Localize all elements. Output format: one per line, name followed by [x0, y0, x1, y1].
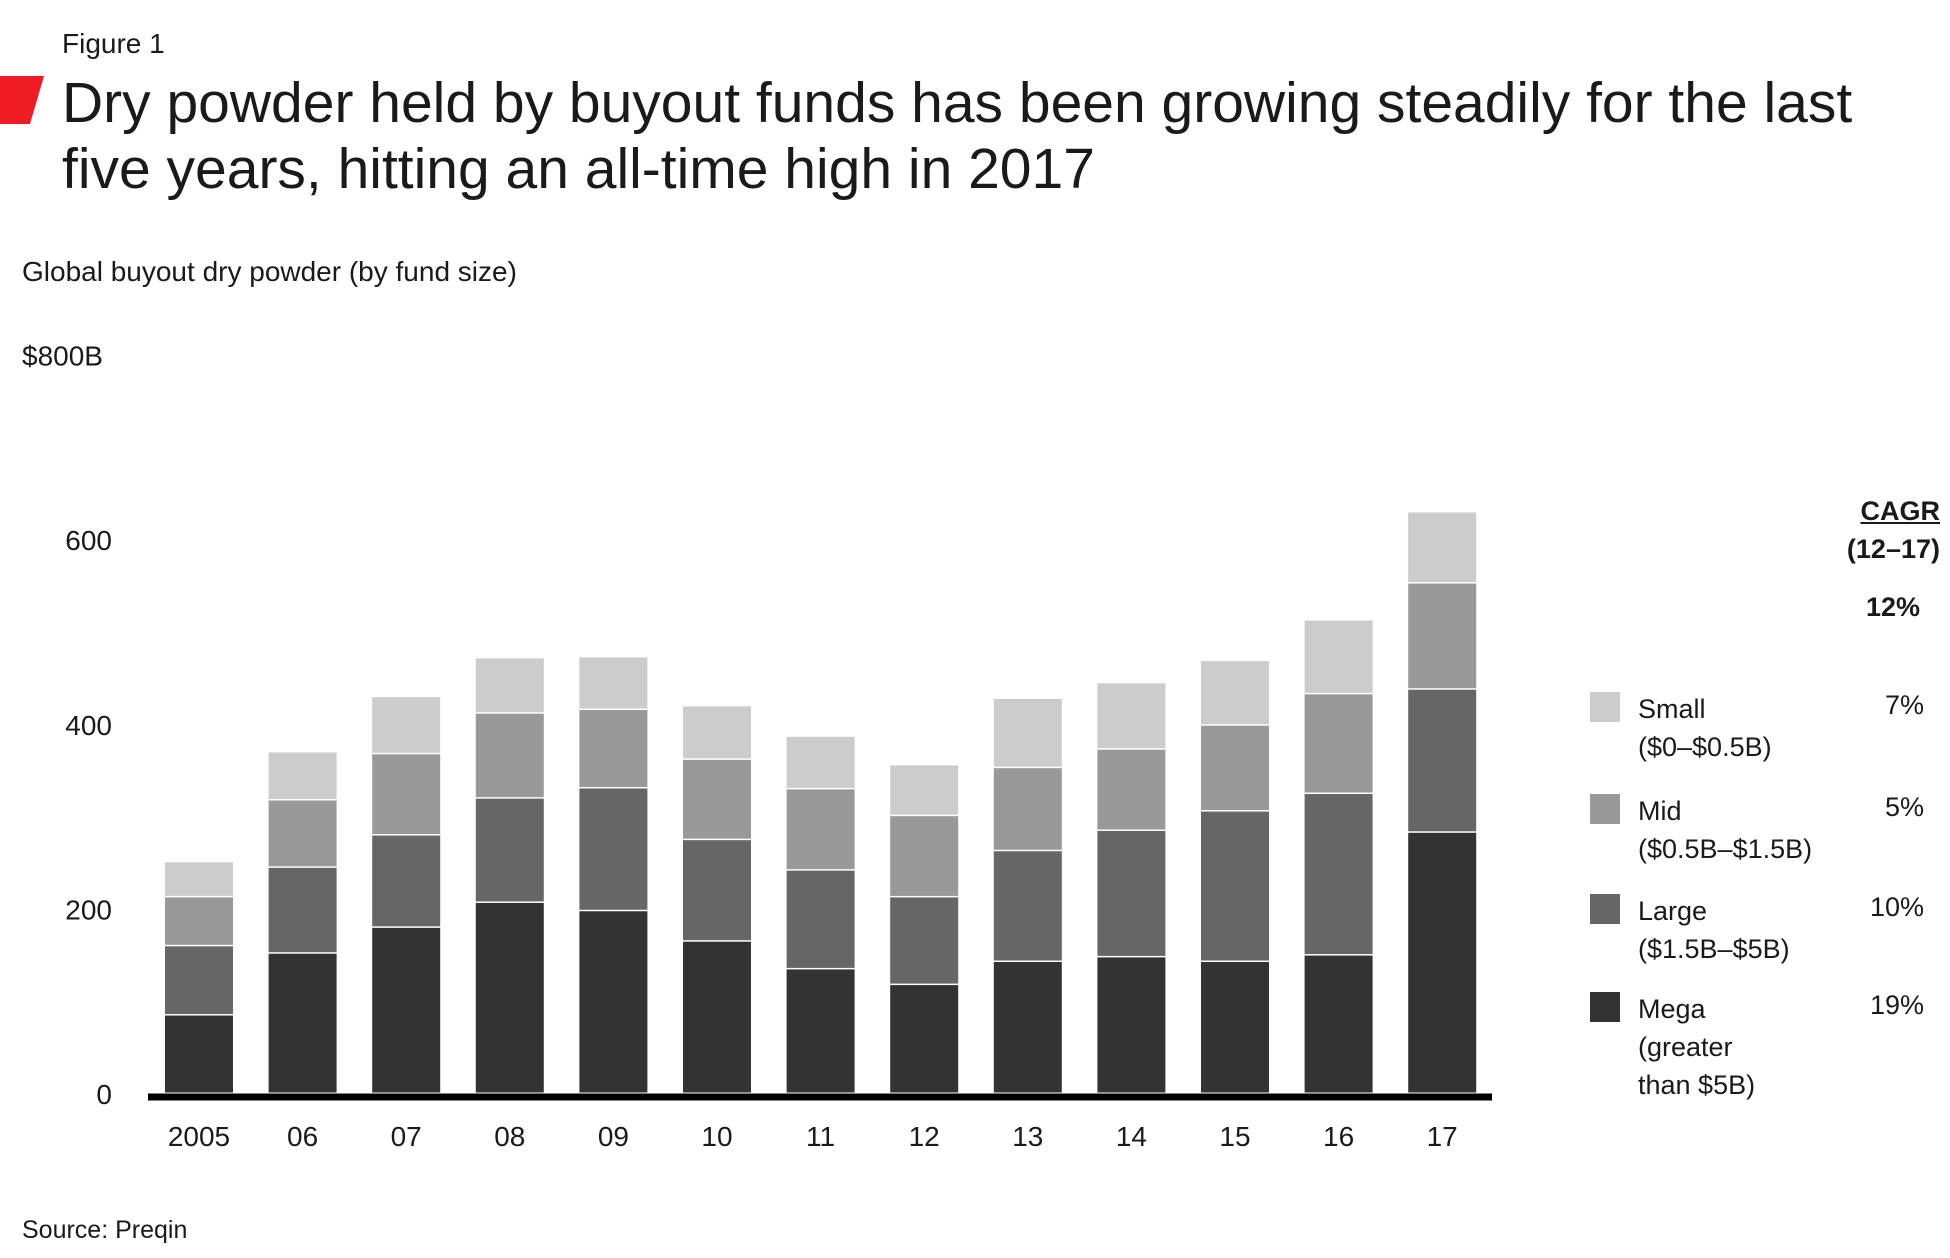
bar-mega-07: [372, 927, 441, 1093]
y-tick-label: $800B: [22, 341, 103, 372]
x-axis-ticks: 2005 06 07 08 09 10 11 12 13 14 15 16 17: [168, 1121, 1458, 1152]
cagr-period: (12–17): [1846, 534, 1940, 564]
bar-mid-07: [372, 754, 441, 835]
chart-title: Dry powder held by buyout funds has been…: [62, 71, 1853, 201]
bar-mid-15: [1201, 725, 1269, 811]
bar-mid-13: [993, 768, 1062, 850]
x-tick-label: 08: [494, 1121, 525, 1152]
y-tick-label: 0: [96, 1079, 112, 1110]
bar-small-10: [683, 706, 751, 759]
x-tick-label: 12: [909, 1121, 940, 1152]
x-tick-label: 16: [1323, 1121, 1354, 1152]
bar-mid-10: [683, 759, 751, 839]
bar-mega-06: [268, 953, 337, 1093]
bar-small-2005: [165, 862, 233, 896]
bar-small-12: [890, 765, 959, 815]
bar-group: [165, 512, 1477, 1093]
legend-cagr-mid: 5%: [1884, 792, 1924, 822]
bar-large-12: [890, 897, 959, 984]
legend-swatch-small: [1590, 692, 1620, 722]
bar-mid-16: [1304, 694, 1373, 793]
x-tick-label: 2005: [168, 1121, 230, 1152]
legend-label-mid: Mid: [1638, 796, 1682, 826]
bar-large-06: [268, 867, 337, 953]
legend-swatch-mega: [1590, 992, 1620, 1022]
bar-chart: 0 200 400 600 $800B 2005 06 07 08 09 10 11 12 13 14 15…: [22, 341, 1492, 1152]
bar-mega-11: [786, 969, 855, 1093]
x-tick-label: 15: [1219, 1121, 1250, 1152]
bar-large-15: [1201, 811, 1269, 961]
x-tick-label: 09: [598, 1121, 629, 1152]
bar-mega-08: [475, 902, 544, 1093]
bar-mid-14: [1097, 749, 1166, 830]
bar-large-2005: [165, 946, 233, 1015]
y-tick-label: 400: [65, 710, 112, 741]
legend-label-mega: Mega: [1638, 994, 1706, 1024]
legend-swatch-large: [1590, 894, 1620, 924]
cagr-header: CAGR: [1860, 496, 1941, 526]
bar-mega-14: [1097, 957, 1166, 1093]
bar-large-10: [683, 840, 751, 941]
bar-large-16: [1304, 794, 1373, 955]
source-note: Source: Preqin: [22, 1216, 188, 1244]
bar-mega-12: [890, 985, 959, 1093]
bar-small-11: [786, 736, 855, 788]
bar-mega-15: [1201, 962, 1269, 1093]
bar-small-13: [993, 698, 1062, 767]
x-tick-label: 06: [287, 1121, 318, 1152]
bar-mid-11: [786, 789, 855, 870]
bar-mega-17: [1408, 832, 1477, 1093]
x-tick-label: 14: [1116, 1121, 1147, 1152]
bar-small-09: [579, 657, 648, 709]
bar-mega-16: [1304, 955, 1373, 1093]
bar-mid-17: [1408, 583, 1477, 689]
bar-large-14: [1097, 830, 1166, 956]
bar-small-17: [1408, 512, 1477, 583]
x-tick-label: 11: [806, 1121, 835, 1152]
bar-large-13: [993, 851, 1062, 961]
bar-large-17: [1408, 689, 1477, 832]
legend-range-mega: (greater than $5B): [1638, 1032, 1756, 1100]
legend-range-small: ($0–$0.5B): [1638, 732, 1772, 762]
bar-mega-2005: [165, 1015, 233, 1093]
x-tick-label: 17: [1427, 1121, 1458, 1152]
x-tick-label: 10: [701, 1121, 732, 1152]
y-tick-label: 600: [65, 525, 112, 556]
figure-label: Figure 1: [62, 28, 165, 59]
y-axis-ticks: 0 200 400 600 $800B: [22, 341, 112, 1110]
legend-cagr-mega: 19%: [1869, 990, 1924, 1020]
bar-small-08: [475, 658, 544, 713]
bar-large-07: [372, 835, 441, 927]
bar-small-16: [1304, 620, 1373, 693]
bar-large-11: [786, 870, 855, 968]
legend-label-small: Small: [1638, 694, 1706, 724]
legend-range-mid: ($0.5B–$1.5B): [1638, 834, 1813, 864]
legend-cagr-small: 7%: [1884, 690, 1924, 720]
bar-mid-06: [268, 800, 337, 867]
bar-mid-08: [475, 713, 544, 798]
y-tick-label: 200: [65, 894, 112, 925]
bar-mid-09: [579, 710, 648, 787]
x-tick-label: 13: [1012, 1121, 1043, 1152]
bar-small-15: [1201, 661, 1269, 725]
bar-small-06: [268, 752, 337, 799]
legend-range-large: ($1.5B–$5B): [1638, 934, 1790, 964]
title-marker-icon: [0, 76, 44, 124]
bar-large-08: [475, 798, 544, 902]
bar-large-09: [579, 788, 648, 910]
bar-mega-10: [683, 941, 751, 1093]
bar-mid-12: [890, 816, 959, 896]
bar-mega-13: [993, 962, 1062, 1093]
chart-subtitle: Global buyout dry powder (by fund size): [22, 256, 517, 287]
bar-small-14: [1097, 683, 1166, 749]
x-tick-label: 07: [391, 1121, 422, 1152]
legend-label-large: Large: [1638, 896, 1708, 926]
cagr-total: 12%: [1865, 592, 1920, 622]
bar-mid-2005: [165, 897, 233, 945]
bar-mega-09: [579, 911, 648, 1093]
legend-swatch-mid: [1590, 794, 1620, 824]
legend-cagr-large: 10%: [1869, 892, 1924, 922]
bar-small-07: [372, 697, 441, 753]
